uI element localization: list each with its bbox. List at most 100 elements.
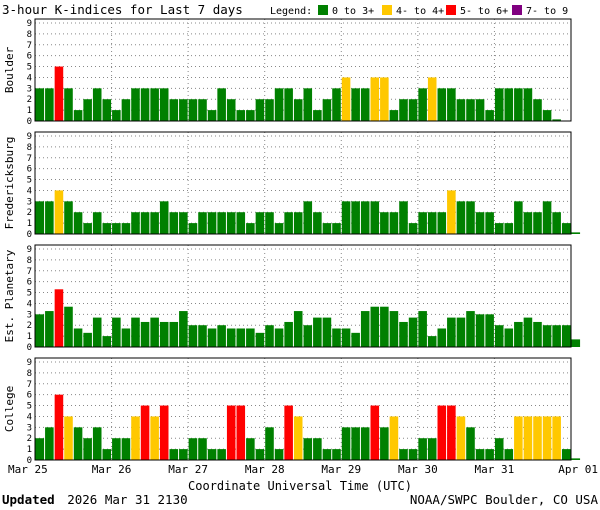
- y-tick-label: 6: [27, 165, 32, 175]
- y-tick-label: 9: [27, 358, 32, 368]
- kp-bar: [179, 212, 188, 234]
- kp-bar: [246, 110, 255, 121]
- legend-swatch-2: [446, 5, 456, 15]
- kp-bar: [552, 416, 561, 460]
- x-tick-label: Apr 01: [558, 463, 598, 476]
- kp-bar: [169, 212, 179, 234]
- kp-bar: [427, 212, 437, 234]
- kp-bar: [389, 311, 399, 347]
- y-tick-label: 5: [27, 176, 32, 186]
- kp-bar: [64, 88, 73, 121]
- kp-bar: [313, 438, 322, 460]
- y-tick-label: 2: [27, 434, 32, 444]
- kp-bar: [533, 99, 542, 121]
- kp-bar: [121, 223, 131, 234]
- kp-bar: [341, 201, 351, 234]
- y-tick-label: 4: [27, 186, 32, 196]
- panel-frame: [34, 357, 572, 461]
- kp-bar: [274, 328, 284, 347]
- kp-bar: [121, 328, 131, 347]
- panel-frame: [34, 18, 572, 122]
- kp-bar: [121, 438, 131, 460]
- kp-bar: [112, 110, 121, 121]
- kp-bar: [73, 212, 83, 234]
- kp-bar: [284, 321, 293, 347]
- kp-bar: [131, 317, 140, 347]
- kp-bar: [399, 99, 408, 121]
- footer-updated-label: Updated: [2, 492, 55, 507]
- kp-bar: [485, 314, 494, 347]
- kp-bar: [456, 201, 466, 234]
- kp-bar: [179, 449, 188, 460]
- kp-bar: [380, 212, 389, 234]
- kp-bar: [293, 416, 303, 460]
- y-tick-label: 3: [27, 423, 32, 433]
- kp-bar: [418, 212, 427, 234]
- kp-bar: [265, 427, 274, 460]
- kp-bar: [54, 289, 64, 347]
- kp-bar: [179, 311, 188, 347]
- y-tick-label: 3: [27, 310, 32, 320]
- kp-bar: [217, 88, 226, 121]
- y-tick-label: 1: [27, 332, 32, 342]
- panel-label: Boulder: [3, 46, 16, 93]
- y-tick-label: 8: [27, 30, 32, 40]
- kp-bar: [447, 88, 456, 121]
- kp-bar: [542, 201, 552, 234]
- y-tick-label: 1: [27, 106, 32, 116]
- y-tick-label: 9: [27, 19, 32, 29]
- legend-swatch-0: [318, 5, 328, 15]
- kp-bar: [370, 77, 380, 121]
- kp-bar: [399, 449, 408, 460]
- y-tick-label: 0: [27, 456, 32, 466]
- kp-bar: [351, 427, 360, 460]
- kp-bar: [494, 438, 504, 460]
- kp-bar: [92, 88, 102, 121]
- kp-bar: [437, 328, 447, 347]
- panels: 0123456789Boulder0123456789Fredericksbur…: [3, 18, 581, 466]
- kp-bar: [217, 212, 226, 234]
- y-tick-label: 8: [27, 143, 32, 153]
- kp-bar: [408, 99, 418, 121]
- kp-bar: [150, 416, 159, 460]
- kp-bar: [447, 190, 456, 234]
- y-tick-label: 1: [27, 445, 32, 455]
- kp-bar: [427, 336, 437, 347]
- y-tick-label: 5: [27, 63, 32, 73]
- kp-bar: [293, 311, 303, 347]
- kp-bar: [408, 449, 418, 460]
- kp-bar: [112, 317, 121, 347]
- kp-bar: [159, 88, 169, 121]
- kp-bar: [102, 223, 112, 234]
- kp-bar: [533, 321, 542, 347]
- kp-bar: [255, 212, 265, 234]
- kp-bar: [485, 449, 494, 460]
- y-tick-label: 4: [27, 412, 32, 422]
- kp-bar: [179, 99, 188, 121]
- kp-bar: [332, 88, 341, 121]
- panel-label: College: [3, 386, 16, 432]
- y-tick-label: 7: [27, 380, 32, 390]
- kp-bar: [284, 88, 293, 121]
- kp-bar: [35, 438, 45, 460]
- kp-bar: [246, 438, 255, 460]
- kp-bar: [131, 416, 140, 460]
- kp-bar: [274, 88, 284, 121]
- kp-bar: [360, 88, 370, 121]
- kp-bar: [92, 427, 102, 460]
- kp-bar: [92, 212, 102, 234]
- kp-bar: [514, 201, 523, 234]
- kp-bar: [561, 325, 571, 347]
- y-tick-label: 6: [27, 52, 32, 62]
- kp-bar: [45, 88, 54, 121]
- kp-bar: [83, 438, 92, 460]
- kp-bar: [140, 212, 150, 234]
- kp-bar: [83, 223, 92, 234]
- kp-bar: [351, 332, 360, 347]
- kp-bar: [265, 212, 274, 234]
- kp-bar: [332, 223, 341, 234]
- kp-bar: [437, 212, 447, 234]
- kp-bar: [45, 427, 54, 460]
- y-tick-label: 2: [27, 321, 32, 331]
- kp-bar: [188, 438, 198, 460]
